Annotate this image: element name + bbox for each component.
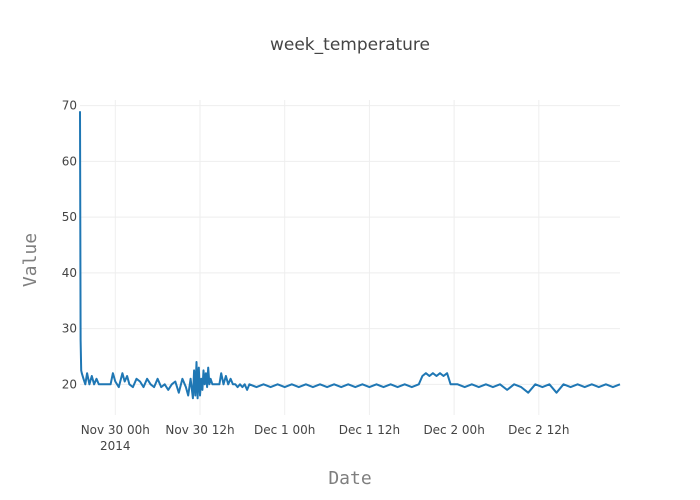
x-tick-label: Dec 1 00h [254, 423, 315, 437]
series-layer [79, 111, 621, 400]
x-tick-sublabel: 2014 [100, 439, 131, 453]
y-axis-ticks: 20 30 40 50 60 70 [62, 99, 77, 392]
x-tick-label: Dec 2 12h [508, 423, 569, 437]
x-tick-label: Dec 1 12h [339, 423, 400, 437]
y-tick-label: 20 [62, 377, 77, 391]
x-axis-ticks: Nov 30 00h 2014 Nov 30 12h Dec 1 00h Dec 1 1… [81, 423, 570, 453]
y-tick-label: 70 [62, 99, 77, 113]
x-axis-title: Date [328, 468, 371, 489]
y-tick-label: 60 [62, 154, 77, 168]
y-tick-label: 30 [62, 322, 77, 336]
series-line [79, 111, 621, 400]
y-tick-label: 40 [62, 266, 77, 280]
x-tick-label: Nov 30 00h [81, 423, 150, 437]
x-tick-label: Dec 2 00h [423, 423, 484, 437]
grid-lines [80, 100, 620, 415]
chart-title: week_temperature [270, 35, 430, 55]
y-axis-title: Value [20, 233, 41, 287]
x-tick-label: Nov 30 12h [165, 423, 234, 437]
y-tick-label: 50 [62, 210, 77, 224]
